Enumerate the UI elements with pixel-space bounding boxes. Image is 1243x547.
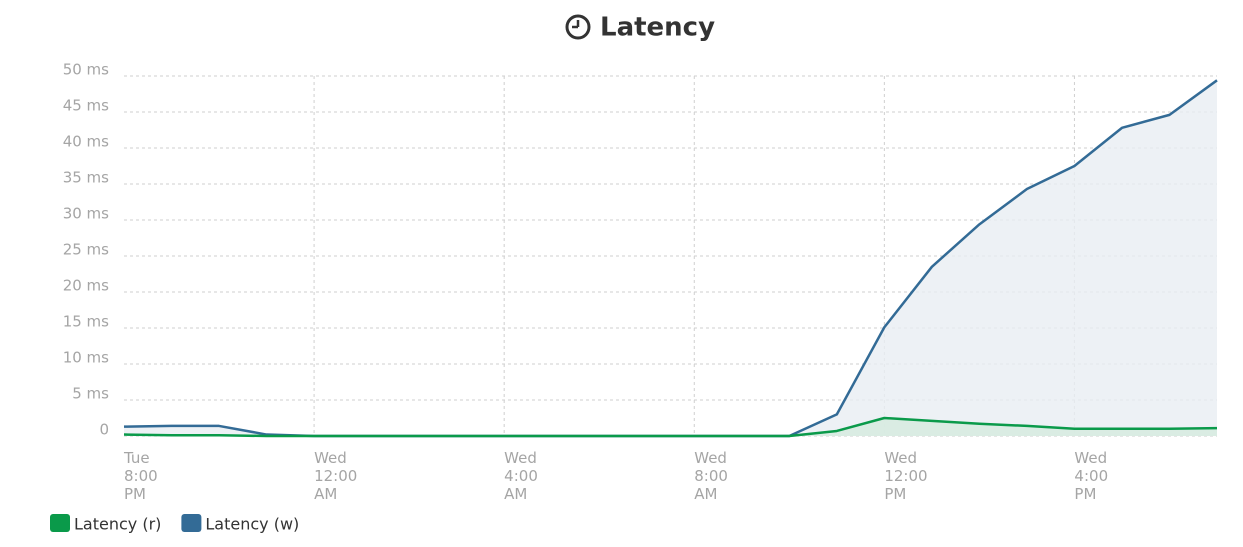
area	[124, 80, 1217, 436]
y-tick-label: 45 ms	[63, 97, 109, 115]
y-tick-label: 35 ms	[63, 169, 109, 187]
y-tick-label: 0	[99, 421, 109, 439]
y-tick-label: 10 ms	[63, 349, 109, 367]
y-tick-label: 25 ms	[63, 241, 109, 259]
clock-icon	[565, 14, 591, 40]
x-tick-label: Wed 8:00 AM	[694, 449, 728, 503]
y-tick-label: 15 ms	[63, 313, 109, 331]
y-tick-label: 40 ms	[63, 133, 109, 151]
legend-label: Latency (r)	[74, 515, 161, 534]
line	[123, 416, 1218, 438]
x-tick-label: Tue 8:00 PM	[123, 449, 158, 503]
y-tick-label: 30 ms	[63, 205, 109, 223]
x-tick-label: Wed 12:00 AM	[314, 449, 357, 503]
y-tick-label: 20 ms	[63, 277, 109, 295]
y-tick-label: 50 ms	[63, 61, 109, 79]
x-tick-label: Wed 4:00 AM	[504, 449, 538, 503]
x-tick-label: Wed 4:00 PM	[1074, 449, 1108, 503]
y-tick-label: 5 ms	[72, 385, 109, 403]
x-tick-label: Wed 12:00 PM	[884, 449, 927, 503]
chart-title: Latency	[600, 13, 715, 43]
legend-swatch	[181, 514, 202, 532]
legend-label: Latency (w)	[205, 515, 299, 534]
legend-swatch	[50, 514, 70, 532]
